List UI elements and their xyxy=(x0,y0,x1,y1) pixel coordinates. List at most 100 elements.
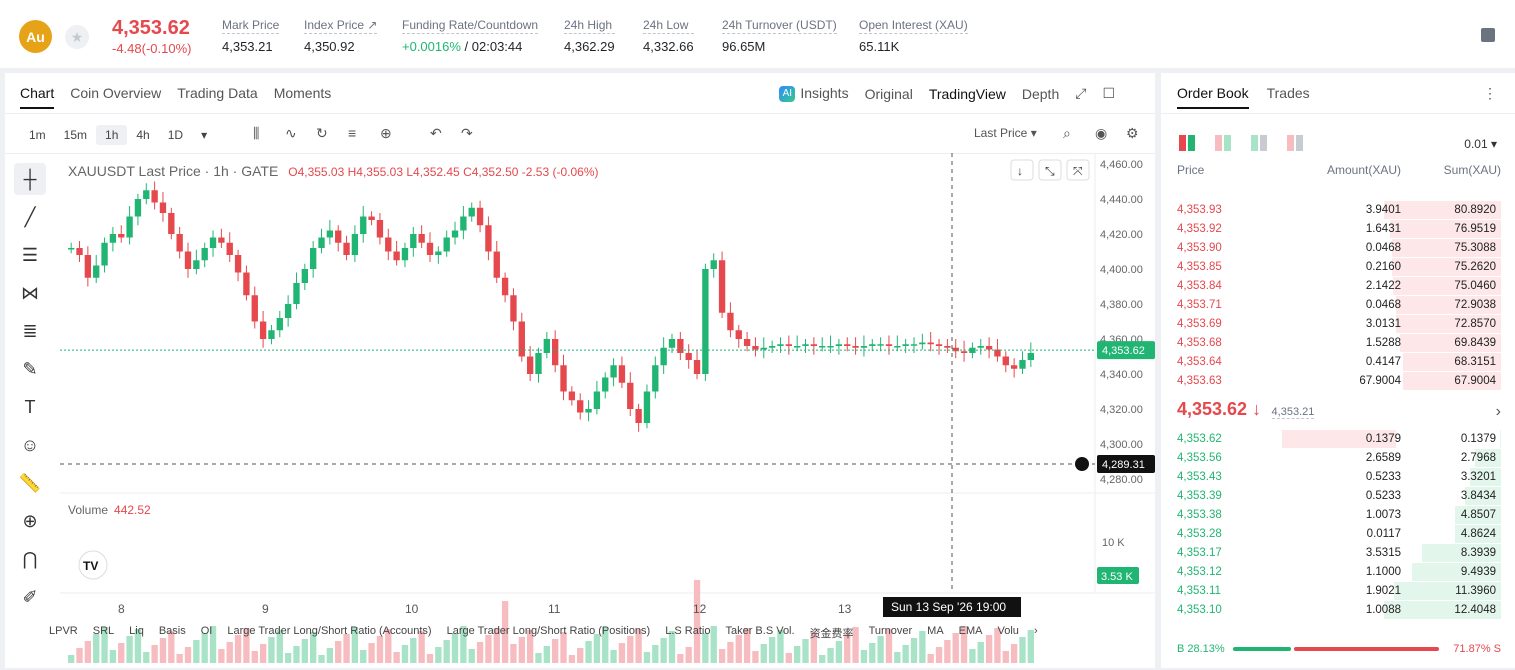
bid-row[interactable]: 4,353.62 0.1379 0.1379 xyxy=(1177,430,1501,449)
indicator-lpvr[interactable]: LPVR xyxy=(49,625,78,637)
bid-row[interactable]: 4,353.38 1.0073 4.8507 xyxy=(1177,506,1501,525)
view-bids-icon[interactable] xyxy=(1251,135,1267,151)
view-asks-icon[interactable] xyxy=(1215,135,1231,151)
search-icon[interactable]: ⌕ xyxy=(1063,125,1071,141)
download-icon[interactable]: ↓ xyxy=(1017,164,1023,178)
undo-icon[interactable]: ↶ xyxy=(430,125,442,141)
trendline-icon[interactable]: ╱ xyxy=(24,206,36,227)
bid-row[interactable]: 4,353.10 1.0088 12.4048 xyxy=(1177,601,1501,620)
candle-body xyxy=(952,347,959,352)
tab-chart[interactable]: Chart xyxy=(20,85,55,109)
ask-row[interactable]: 4,353.85 0.2160 75.2620 xyxy=(1177,258,1501,277)
ask-row[interactable]: 4,353.64 0.4147 68.3151 xyxy=(1177,353,1501,372)
brush-icon[interactable]: ✎ xyxy=(22,358,38,379)
depth-bar xyxy=(1392,258,1501,276)
bid-row[interactable]: 4,353.12 1.1000 9.4939 xyxy=(1177,563,1501,582)
indicators-icon[interactable]: ∿ xyxy=(285,125,297,141)
tab-trading-data[interactable]: Trading Data xyxy=(177,85,258,101)
gear-icon[interactable]: ⚙ xyxy=(1126,125,1139,141)
candle-type-icon[interactable]: ⫼ xyxy=(253,125,260,141)
indicator-liq[interactable]: Liq xyxy=(129,625,144,637)
interval-4h[interactable]: 4h xyxy=(136,128,150,142)
interval-1m[interactable]: 1m xyxy=(29,128,46,142)
interval-15m[interactable]: 15m xyxy=(63,128,88,142)
volume-bar xyxy=(268,637,275,663)
indicator-ls-ratio[interactable]: L.S Ratio xyxy=(665,625,711,637)
fit-icon[interactable]: ⤧ xyxy=(1073,164,1083,178)
crosshair-icon[interactable]: ┼ xyxy=(14,163,46,195)
tab-trades[interactable]: Trades xyxy=(1266,85,1310,101)
tab-insights[interactable]: AI Insights xyxy=(779,85,849,103)
ask-row[interactable]: 4,353.93 3.9401 80.8920 xyxy=(1177,201,1501,220)
candlestick-chart[interactable]: 4,460.00 4,440.00 4,420.00 4,400.00 4,380.00… xyxy=(5,73,1155,668)
ask-row[interactable]: 4,353.71 0.0468 72.9038 xyxy=(1177,296,1501,315)
volume-bar xyxy=(76,648,83,663)
text-icon[interactable]: T xyxy=(24,396,36,417)
indicator-oi[interactable]: OI xyxy=(200,625,213,637)
emoji-icon[interactable]: ☺ xyxy=(20,434,40,455)
interval-1h[interactable]: 1h xyxy=(96,125,128,145)
ask-row[interactable]: 4,353.84 2.1422 75.0460 xyxy=(1177,277,1501,296)
indicator-taker-vol[interactable]: Taker B.S Vol. xyxy=(725,625,795,637)
amount-cell: 1.6431 xyxy=(1365,223,1401,235)
ruler-icon[interactable]: 📏 xyxy=(18,472,42,493)
add-indicator-icon[interactable]: ⊕ xyxy=(380,125,392,141)
redo-icon[interactable]: ↷ xyxy=(461,125,473,141)
bid-row[interactable]: 4,353.28 0.0117 4.8624 xyxy=(1177,525,1501,544)
ask-row[interactable]: 4,353.63 67.9004 67.9004 xyxy=(1177,372,1501,391)
indicator-funding[interactable]: 资金费率 xyxy=(809,628,854,640)
candle-body xyxy=(226,242,233,255)
chevron-right-icon[interactable]: › xyxy=(1495,403,1501,420)
view-both-icon[interactable] xyxy=(1179,135,1195,151)
ask-row[interactable]: 4,353.68 1.5288 69.8439 xyxy=(1177,334,1501,353)
stat-index-price[interactable]: Index Price ↗ 4,350.92 xyxy=(304,18,378,54)
indicator-ema[interactable]: EMA xyxy=(958,625,983,637)
tab-order-book[interactable]: Order Book xyxy=(1177,85,1249,109)
magnet-icon[interactable]: ⋂ xyxy=(22,548,38,569)
tab-depth[interactable]: Depth xyxy=(1021,85,1060,102)
indicator-ma[interactable]: MA xyxy=(927,625,944,637)
chevron-down-icon[interactable]: ▾ xyxy=(201,128,208,142)
refresh-icon[interactable]: ↻ xyxy=(316,125,328,141)
zoom-icon[interactable]: ⊕ xyxy=(22,510,38,531)
chevron-right-icon[interactable]: › xyxy=(1033,625,1038,637)
templates-icon[interactable]: ≡ xyxy=(348,125,357,141)
expand-icon[interactable]: ⤢ xyxy=(1075,85,1087,102)
indicator-volume[interactable]: Volu xyxy=(997,625,1019,637)
bid-row[interactable]: 4,353.11 1.9021 11.3960 xyxy=(1177,582,1501,601)
bid-row[interactable]: 4,353.56 2.6589 2.7968 xyxy=(1177,449,1501,468)
fit-icon-bg xyxy=(1066,159,1090,181)
price-source-select[interactable]: Last Price ▾ xyxy=(974,126,1037,140)
compress-icon[interactable]: ⤡ xyxy=(1045,164,1055,178)
guide-book-icon[interactable] xyxy=(1481,28,1495,42)
fib-icon[interactable]: ≣ xyxy=(22,320,38,341)
ask-row[interactable]: 4,353.90 0.0468 75.3088 xyxy=(1177,239,1501,258)
window-icon[interactable]: ☐ xyxy=(1102,85,1115,102)
volume-bar xyxy=(710,626,717,663)
more-menu-icon[interactable]: ⋮ xyxy=(1483,85,1497,101)
horizontal-lines-icon[interactable]: ☰ xyxy=(21,244,39,265)
tab-tradingview[interactable]: TradingView xyxy=(928,85,1006,102)
tab-original[interactable]: Original xyxy=(864,85,913,102)
view-split-icon[interactable] xyxy=(1287,135,1303,151)
ask-row[interactable]: 4,353.69 3.0131 72.8570 xyxy=(1177,315,1501,334)
pattern-icon[interactable]: ⋈ xyxy=(21,282,39,303)
pencil-lock-icon[interactable]: ✐ xyxy=(22,586,38,607)
indicator-ls-positions[interactable]: Large Trader Long/Short Ratio (Positions… xyxy=(446,625,651,637)
favorite-star-icon[interactable]: ★ xyxy=(65,25,89,49)
volume-bar xyxy=(243,628,250,663)
indicator-turnover[interactable]: Turnover xyxy=(868,625,913,637)
candle-body xyxy=(552,339,559,366)
ask-row[interactable]: 4,353.92 1.6431 76.9519 xyxy=(1177,220,1501,239)
camera-icon[interactable]: ◉ xyxy=(1095,125,1108,141)
indicator-ls-accounts[interactable]: Large Trader Long/Short Ratio (Accounts) xyxy=(227,625,432,637)
indicator-basis[interactable]: Basis xyxy=(158,625,186,637)
precision-select[interactable]: 0.01 ▾ xyxy=(1464,137,1497,151)
bid-row[interactable]: 4,353.39 0.5233 3.8434 xyxy=(1177,487,1501,506)
bid-row[interactable]: 4,353.43 0.5233 3.3201 xyxy=(1177,468,1501,487)
bid-row[interactable]: 4,353.17 3.5315 8.3939 xyxy=(1177,544,1501,563)
tab-moments[interactable]: Moments xyxy=(273,85,332,101)
tab-coin-overview[interactable]: Coin Overview xyxy=(70,85,162,101)
interval-1d[interactable]: 1D xyxy=(167,128,184,142)
indicator-srl[interactable]: SRL xyxy=(92,625,115,637)
